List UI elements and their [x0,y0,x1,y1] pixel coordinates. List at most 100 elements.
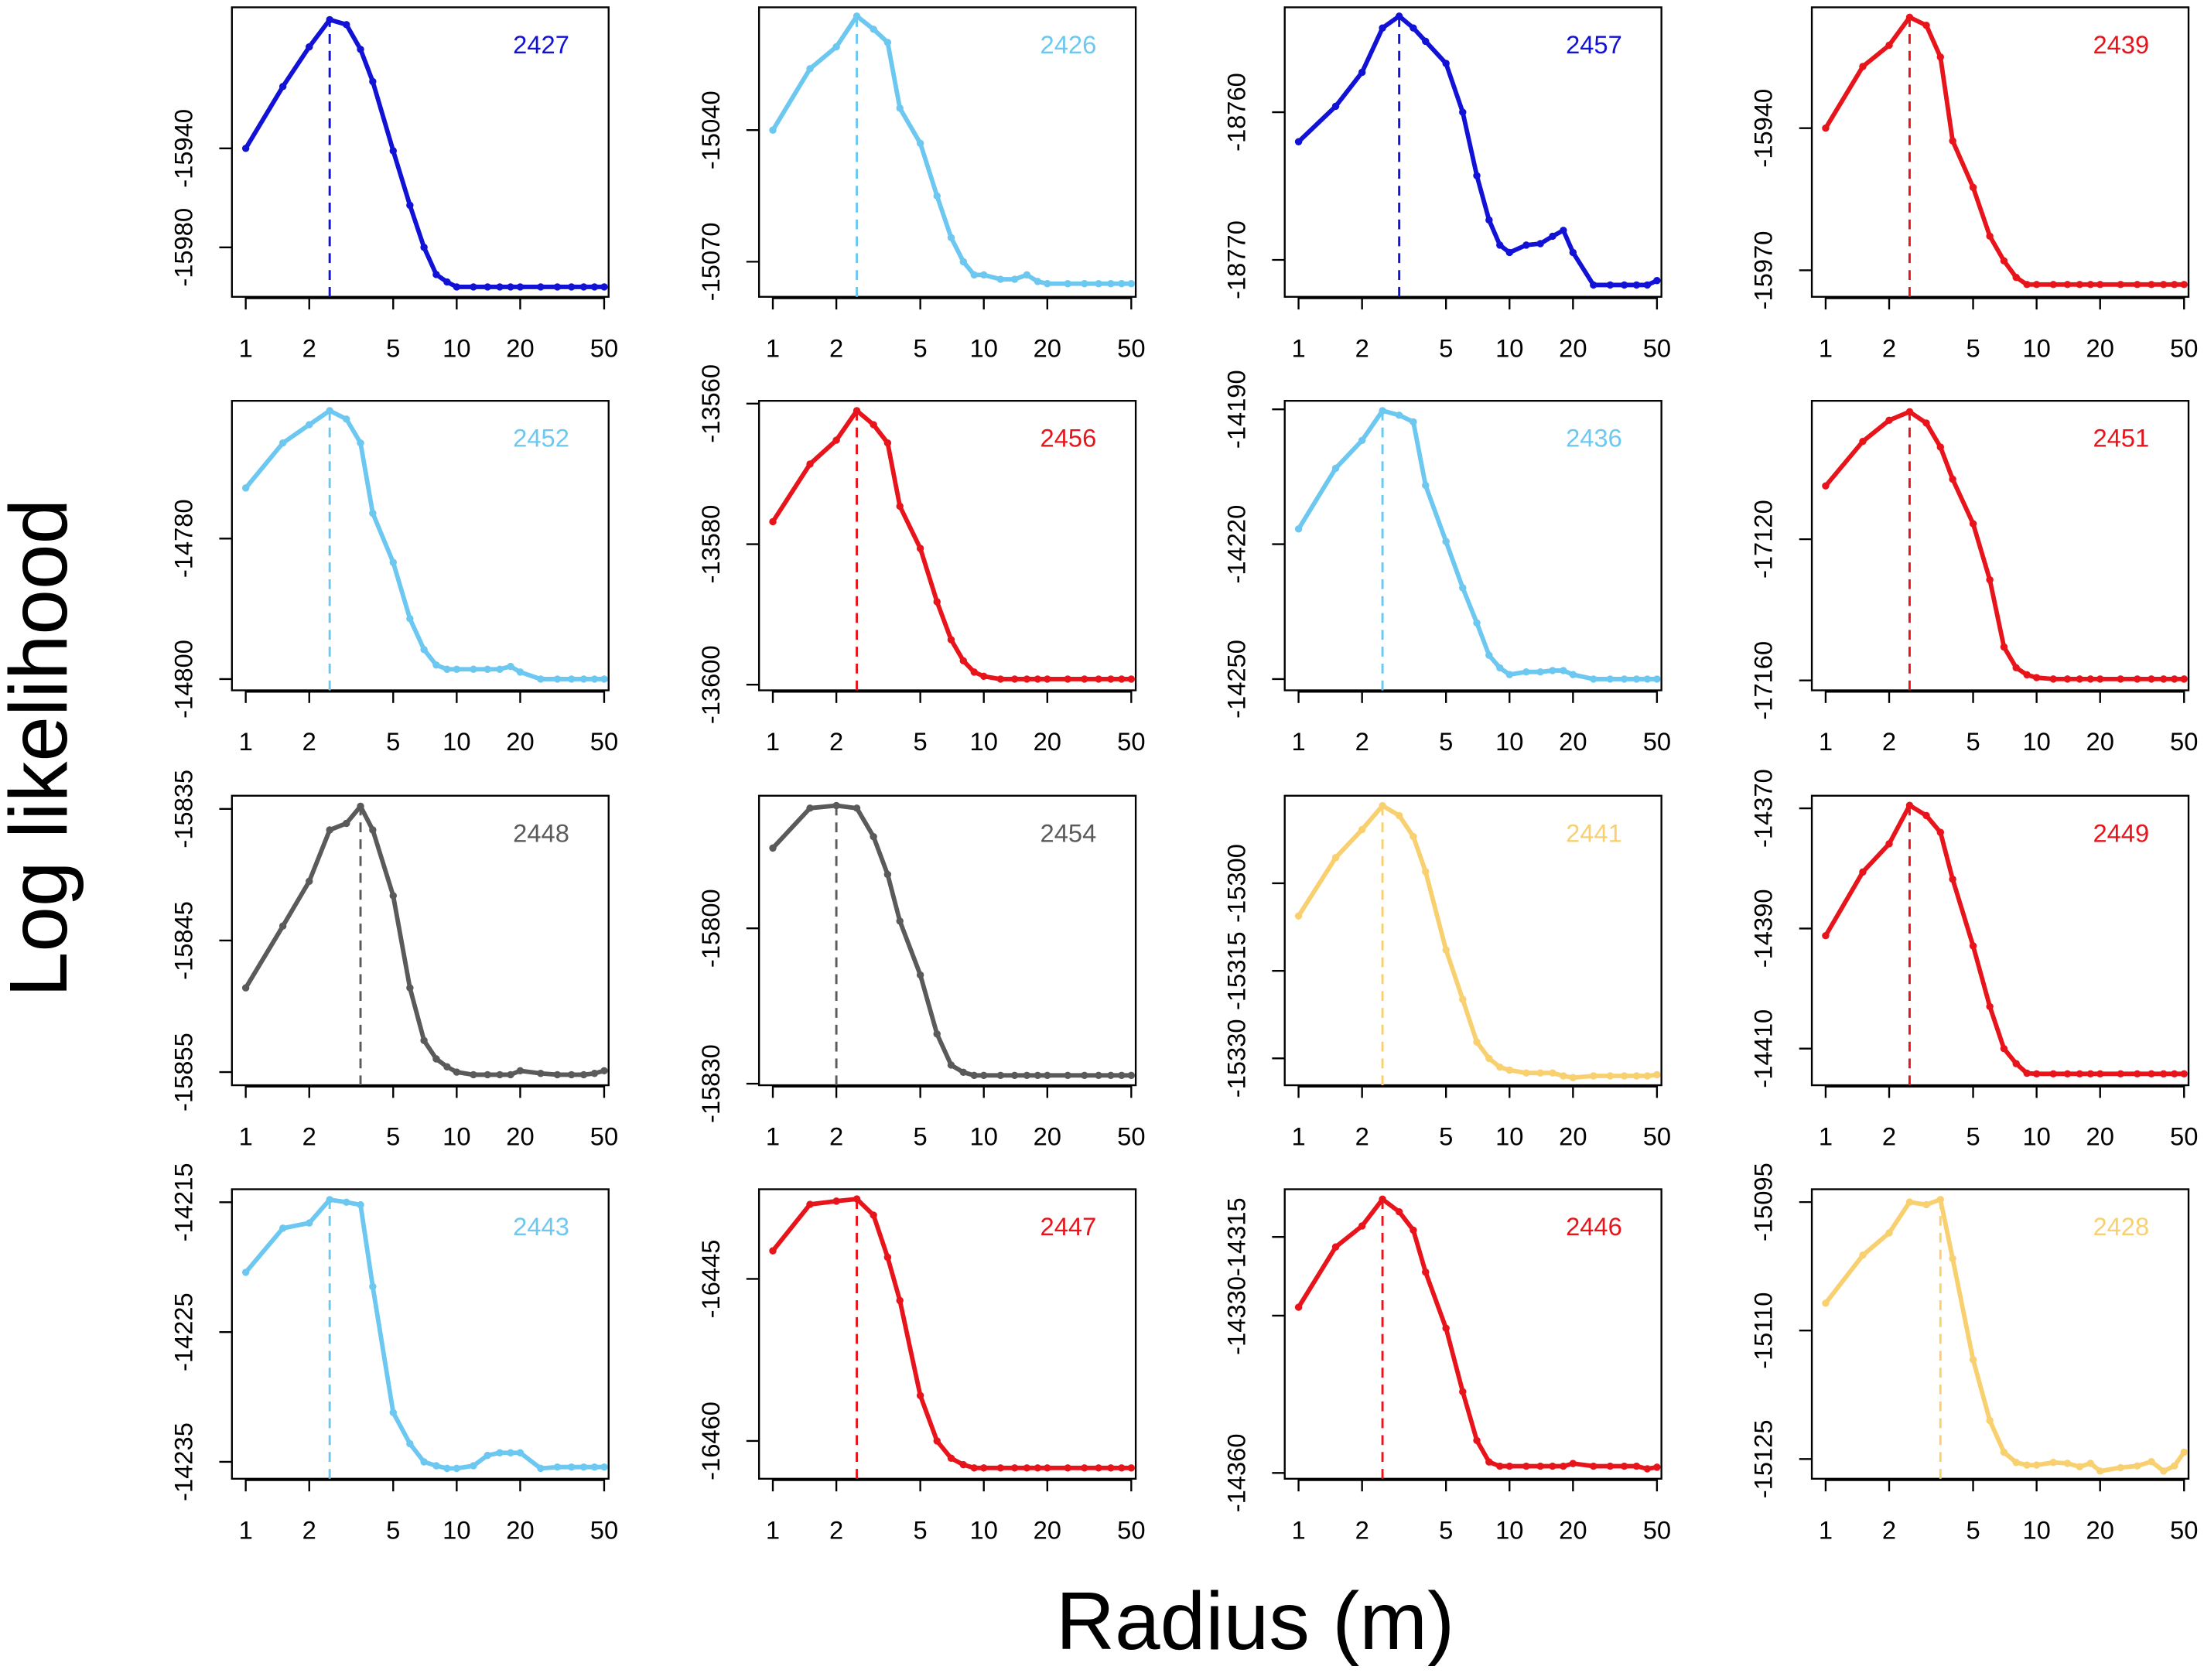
data-point [2063,1070,2072,1078]
plot-frame [1810,794,2190,1087]
data-point [1379,24,1386,32]
x-tick-label: 2 [1355,333,1369,362]
data-point [1023,1464,1031,1472]
data-point [600,283,608,291]
data-point [2086,675,2094,683]
y-tick-label: -15980 [169,208,197,287]
y-axis-title: Log likelihood [0,499,84,997]
data-point [1590,675,1597,683]
data-point [553,283,562,291]
panel: 1 2 5 10 20 50 -15940 -15970 2439 [1749,6,2198,362]
data-point [1064,1464,1071,1472]
data-point [2134,281,2141,289]
x-tick-label: 2 [829,727,843,756]
data-point [1379,407,1386,415]
data-point [406,1439,414,1448]
x-tick-label: 50 [1117,1515,1145,1544]
data-point [1522,1069,1530,1077]
data-point [1118,280,1126,288]
data-point [1118,675,1126,683]
y-tick-label: -14235 [169,1422,197,1501]
data-point [1395,411,1403,419]
data-point [2000,257,2008,265]
data-point [1064,1071,1071,1080]
y-tick-label: -15800 [696,889,725,968]
data-point [1044,1464,1051,1472]
data-point [1294,1303,1303,1311]
data-point [853,804,861,812]
data-point [278,83,287,90]
x-tick-label: 10 [1495,727,1523,756]
data-point [600,1067,608,1075]
data-point [1410,1226,1417,1234]
data-point [1549,232,1556,241]
data-point [2000,643,2008,651]
data-point [306,877,313,886]
data-point [1473,1038,1481,1046]
data-point [1064,280,1071,288]
x-tick-label: 5 [1966,333,1980,362]
x-tick-label: 50 [590,1122,618,1151]
data-point [470,1070,477,1079]
data-point [1442,946,1450,954]
data-point [870,1211,877,1219]
x-tick-label: 5 [386,1515,400,1544]
y-tick-label: -15940 [1749,89,1778,168]
data-point [1936,1196,1945,1204]
data-point [832,436,840,444]
x-tick-label: 1 [766,1515,780,1544]
data-point [369,77,377,86]
data-point [1294,525,1303,533]
panel: 1 2 5 10 20 50 -14190 -14220 -14250 2436 [1222,370,1671,756]
panel-label: 2426 [1040,30,1097,59]
x-tick-label: 1 [766,727,780,756]
x-tick-label: 1 [1819,1515,1833,1544]
data-point [1044,280,1051,288]
data-point [947,1454,955,1462]
x-tick-label: 1 [239,333,253,362]
data-point [389,147,397,155]
data-point [1358,436,1366,445]
data-point [443,1464,451,1473]
data-point [1095,675,1102,683]
data-point [996,1071,1005,1080]
plot-frame [231,1188,610,1480]
x-tick-label: 20 [1034,1122,1061,1151]
data-point [1095,1071,1102,1080]
data-point [1632,1462,1641,1470]
data-point [1294,138,1303,145]
y-tick-label: -14360 [1222,1433,1250,1512]
data-point [2032,1070,2041,1078]
x-tick-label: 5 [914,333,928,362]
x-tick-label: 20 [2086,333,2114,362]
data-point [1569,248,1577,257]
data-point [1505,671,1513,678]
data-point [1442,1324,1450,1332]
y-tick-label: -17120 [1749,500,1778,579]
data-point [590,675,599,683]
data-point [443,278,451,286]
data-point [1081,1071,1088,1080]
data-point [1549,1462,1556,1470]
data-point [2134,1462,2141,1470]
data-point [507,1449,514,1456]
data-point [1643,675,1652,683]
data-point [959,1460,968,1469]
plot-frame [231,6,610,298]
data-point [1081,1464,1088,1472]
x-tick-label: 5 [386,1122,400,1151]
data-point [1905,13,1914,22]
data-point [896,502,904,510]
data-point [1459,995,1467,1003]
x-tick-label: 1 [1819,333,1833,362]
panel-label: 2454 [1040,818,1097,847]
x-tick-label: 20 [1034,333,1061,362]
panel-label: 2447 [1040,1212,1097,1241]
data-point [769,517,777,526]
data-point [1442,60,1450,67]
data-point [1536,1069,1544,1077]
data-point [959,1068,968,1077]
x-tick-label: 20 [506,1515,534,1544]
data-point [1922,419,1930,427]
data-point [2180,281,2188,289]
